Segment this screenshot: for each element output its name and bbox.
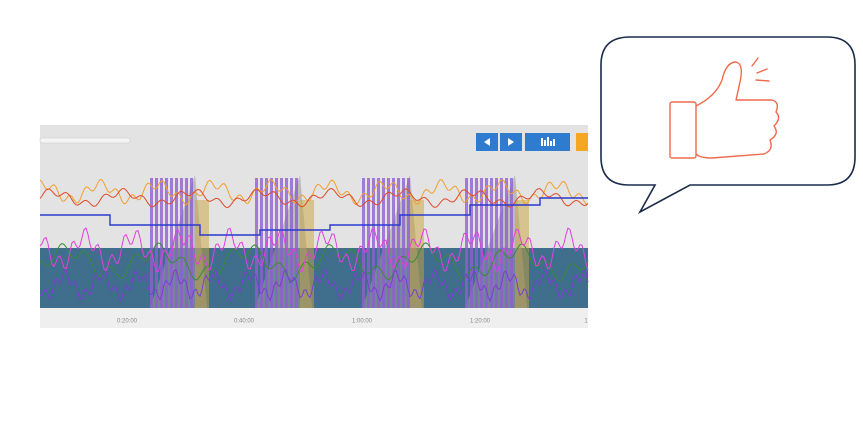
time-label: 1:20:00 <box>470 319 491 325</box>
time-label: 0:20:00 <box>117 319 138 325</box>
interval-bar <box>170 178 173 308</box>
interval-bar <box>185 178 188 308</box>
purple-line <box>39 268 589 303</box>
interval-bar <box>407 178 410 308</box>
interval-bar <box>290 178 293 308</box>
interval-bar <box>495 178 498 308</box>
time-axis <box>40 308 588 328</box>
red-line <box>39 187 589 209</box>
interval-bar <box>500 178 503 308</box>
interval-bar <box>362 178 365 308</box>
interval-bar <box>285 178 288 308</box>
time-label: 0:40:00 <box>234 319 255 325</box>
interval-bar <box>485 178 488 308</box>
interval-bar <box>475 178 478 308</box>
workout-chart: 0:20:00 0:40:00 1:00:00 1:20:00 1 <box>39 125 589 328</box>
interval-bar <box>372 178 375 308</box>
interval-bar <box>280 178 283 308</box>
orange-line <box>39 178 589 206</box>
chart-view-icon <box>541 137 555 146</box>
interval-bar <box>397 178 400 308</box>
interval-highlight <box>195 200 209 308</box>
interval-bar <box>377 178 380 308</box>
plot-area <box>39 175 589 308</box>
interval-bar <box>387 178 390 308</box>
interval-bar <box>505 178 508 308</box>
bubble-outline <box>600 36 856 215</box>
time-label: 1 <box>584 319 588 325</box>
interval-bar <box>155 178 158 308</box>
interval-bar <box>270 178 273 308</box>
interval-bar <box>465 178 468 308</box>
range-slider[interactable] <box>39 137 131 144</box>
interval-bar <box>510 178 513 308</box>
interval-bar <box>392 178 395 308</box>
time-labels: 0:20:00 0:40:00 1:00:00 1:20:00 1 <box>117 319 588 325</box>
interval-bar <box>190 178 193 308</box>
interval-bar <box>260 178 263 308</box>
interval-bar <box>295 178 298 308</box>
interval-bar <box>480 178 483 308</box>
interval-bar <box>382 178 385 308</box>
interval-bar <box>165 178 168 308</box>
thumbs-up-icon <box>669 57 780 159</box>
interval-highlight <box>410 200 424 308</box>
interval-bar <box>255 178 258 308</box>
interval-highlight <box>515 200 529 308</box>
time-label: 1:00:00 <box>352 319 373 325</box>
blue-step-line <box>40 197 588 236</box>
magenta-line <box>39 227 589 273</box>
interval-bar <box>490 178 493 308</box>
interval-bar <box>160 178 163 308</box>
green-line <box>39 242 589 282</box>
interval-bar <box>175 178 178 308</box>
interval-bar <box>180 178 183 308</box>
speech-bubble <box>600 36 856 215</box>
interval-bar <box>402 178 405 308</box>
previous-icon <box>484 138 490 146</box>
interval-bar <box>150 178 153 308</box>
orange-button[interactable] <box>576 133 588 151</box>
next-icon <box>508 138 514 146</box>
